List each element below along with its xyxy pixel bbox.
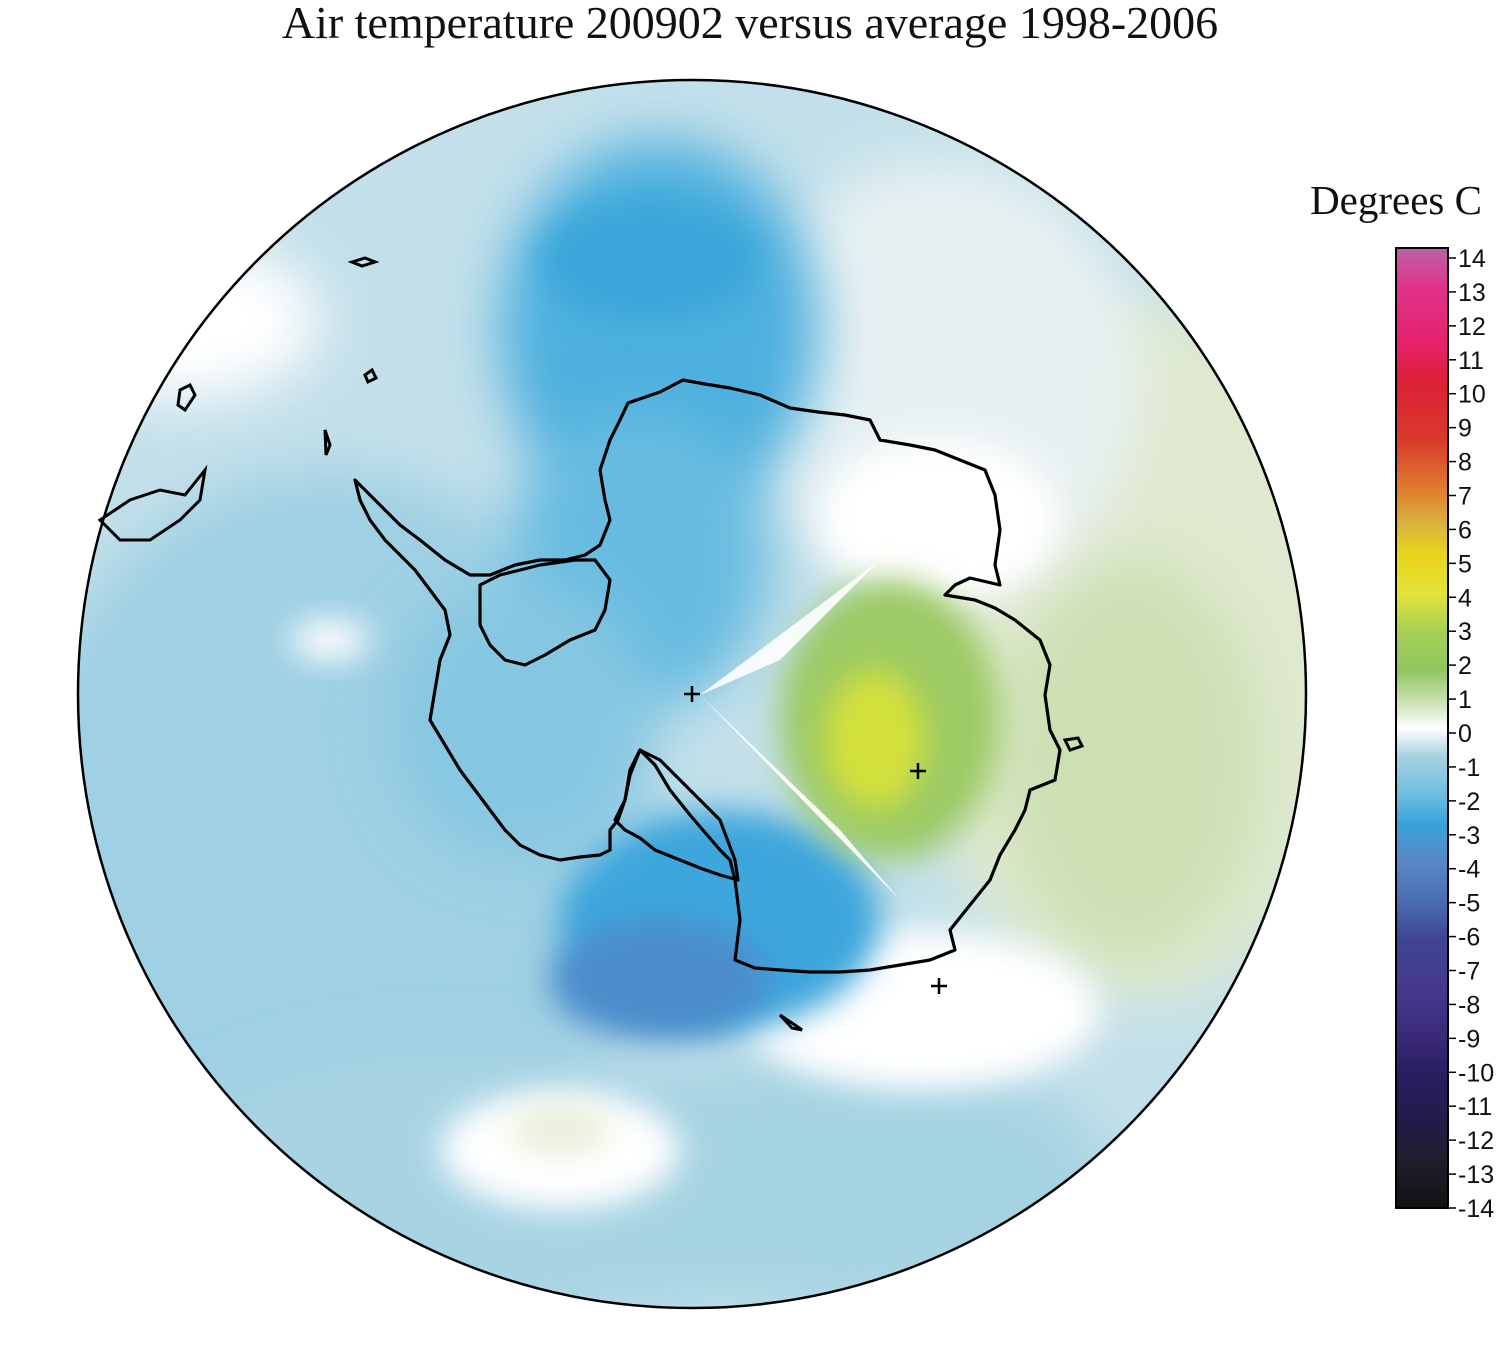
colorbar-tick-label: 11 bbox=[1458, 347, 1484, 375]
colorbar-tick-label: -10 bbox=[1458, 1059, 1494, 1087]
map-title: Air temperature 200902 versus average 19… bbox=[281, 0, 1219, 48]
colorbar-tick-label: -1 bbox=[1458, 754, 1480, 782]
colorbar-tick-label: -5 bbox=[1458, 890, 1480, 918]
colorbar-tick-label: 12 bbox=[1458, 313, 1486, 341]
colorbar-tick-label: 10 bbox=[1458, 381, 1486, 409]
colorbar-tick-label: -2 bbox=[1458, 788, 1480, 816]
colorbar-tick-label: -14 bbox=[1458, 1195, 1494, 1223]
colorbar-tick-label: 9 bbox=[1458, 415, 1472, 443]
map-boundary bbox=[76, 78, 1308, 1310]
colorbar-tick-label: -9 bbox=[1458, 1025, 1480, 1053]
colorbar-tick-label: -3 bbox=[1458, 822, 1480, 850]
station-markers bbox=[684, 686, 947, 994]
colorbar-tick-label: -13 bbox=[1458, 1161, 1494, 1189]
colorbar-tick-label: 8 bbox=[1458, 449, 1472, 477]
station-marker-coast bbox=[931, 978, 947, 994]
weddell-sea-shelf bbox=[478, 558, 612, 667]
anomaly-field bbox=[78, 80, 1306, 1308]
colorbar-tick-label: 0 bbox=[1458, 720, 1472, 748]
colorbar-tick-label: -8 bbox=[1458, 991, 1480, 1019]
colorbar-tick-label: -6 bbox=[1458, 924, 1480, 952]
colorbar-scale bbox=[1395, 247, 1449, 1209]
ross-sea-shelf bbox=[613, 748, 740, 882]
antarctica-coastline bbox=[353, 378, 1062, 974]
legend-title: Degrees C bbox=[1310, 177, 1482, 223]
colorbar-tick-label: -12 bbox=[1458, 1127, 1494, 1155]
colorbar-tick-label: -4 bbox=[1458, 856, 1480, 884]
colorbar-tick-label: 14 bbox=[1458, 245, 1486, 273]
colorbar-tick-label: 1 bbox=[1458, 686, 1472, 714]
colorbar: 14131211109876543210-1-2-3-4-5-6-7-8-9-1… bbox=[1395, 245, 1494, 1223]
pole-marker bbox=[684, 686, 700, 702]
station-marker-east bbox=[910, 763, 926, 779]
colorbar-tick-label: 7 bbox=[1458, 483, 1472, 511]
colorbar-tick-label: 5 bbox=[1458, 550, 1472, 578]
colorbar-tick-label: 4 bbox=[1458, 584, 1472, 612]
colorbar-tick-label: -11 bbox=[1458, 1093, 1492, 1121]
colorbar-tick-label: 2 bbox=[1458, 652, 1472, 680]
colorbar-tick-label: 3 bbox=[1458, 618, 1472, 646]
colorbar-tick-label: -7 bbox=[1458, 958, 1480, 986]
colorbar-ticks: 14131211109876543210-1-2-3-4-5-6-7-8-9-1… bbox=[1448, 245, 1494, 1223]
colorbar-tick-label: 13 bbox=[1458, 279, 1486, 307]
colorbar-tick-label: 6 bbox=[1458, 516, 1472, 544]
islands bbox=[97, 256, 1085, 1032]
